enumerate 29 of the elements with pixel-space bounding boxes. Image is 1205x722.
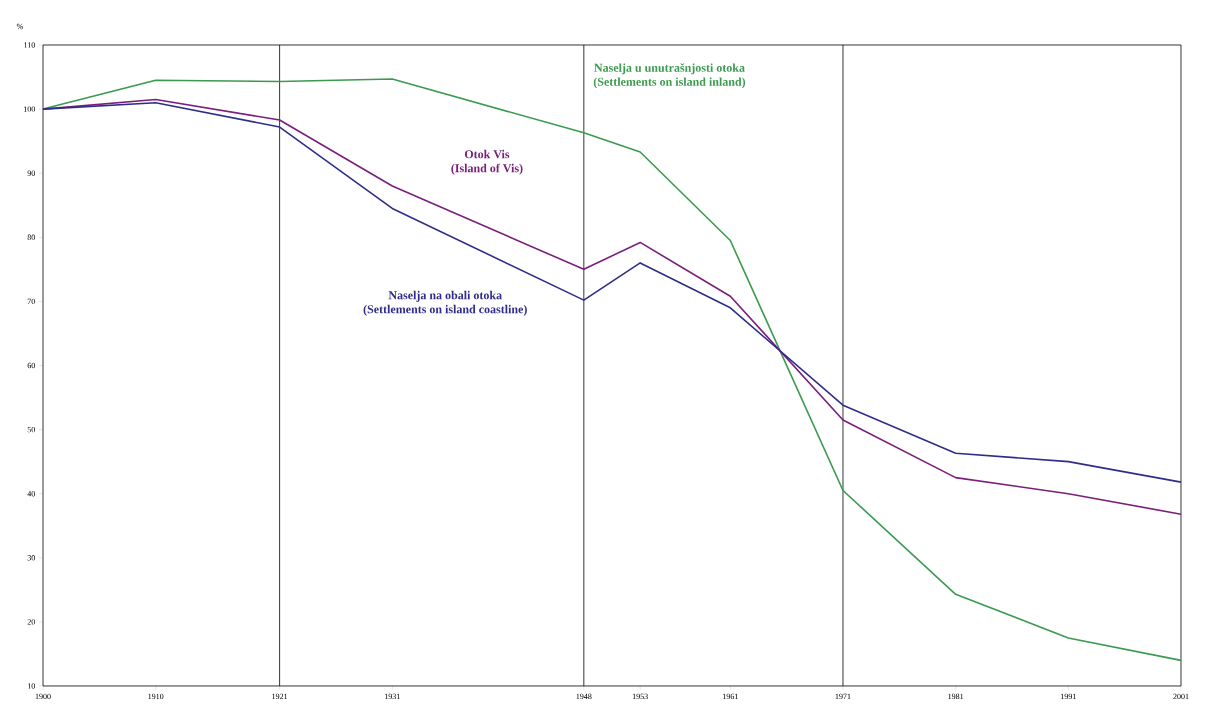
y-axis-title: %	[16, 23, 23, 30]
y-tick-label: 100	[23, 106, 35, 112]
y-tick-label: 110	[24, 42, 35, 48]
text: Naselja na obali otoka	[388, 290, 502, 302]
x-tick-label: 1900	[35, 693, 51, 700]
y-tick-label: 70	[27, 298, 35, 305]
x-tick-label: 2001	[1173, 693, 1189, 700]
y-tick-label: 50	[27, 426, 35, 433]
annotation: (Settlements on island inland)	[593, 77, 746, 89]
x-tick-label: 1921	[272, 693, 288, 700]
x-tick-label: 1981	[948, 693, 964, 700]
x-tick-label: 1991	[1061, 693, 1076, 700]
y-tick-label: 20	[27, 619, 35, 625]
text: Otok Vis	[464, 149, 510, 159]
x-tick-label: 1910	[148, 693, 164, 700]
y-tick-label: 60	[27, 362, 35, 369]
y-tick-label: 30	[27, 555, 35, 561]
x-tick-label: 1948	[576, 693, 592, 700]
y-tick-label: 90	[27, 170, 35, 176]
x-tick-label: 1971	[835, 693, 851, 700]
x-tick-label: 1953	[632, 693, 648, 700]
text: Naselja u unutrašnjosti otoka	[594, 63, 745, 75]
x-tick-label: 1961	[723, 693, 738, 700]
y-tick-label: 40	[27, 490, 35, 497]
annotation: (Island of Vis)	[451, 163, 523, 175]
y-tick-label: 10	[27, 683, 35, 689]
annotation: (Settlements on island coastline)	[363, 304, 527, 316]
y-tick-label: 80	[27, 234, 35, 240]
x-tick-label: 1931	[385, 693, 400, 700]
